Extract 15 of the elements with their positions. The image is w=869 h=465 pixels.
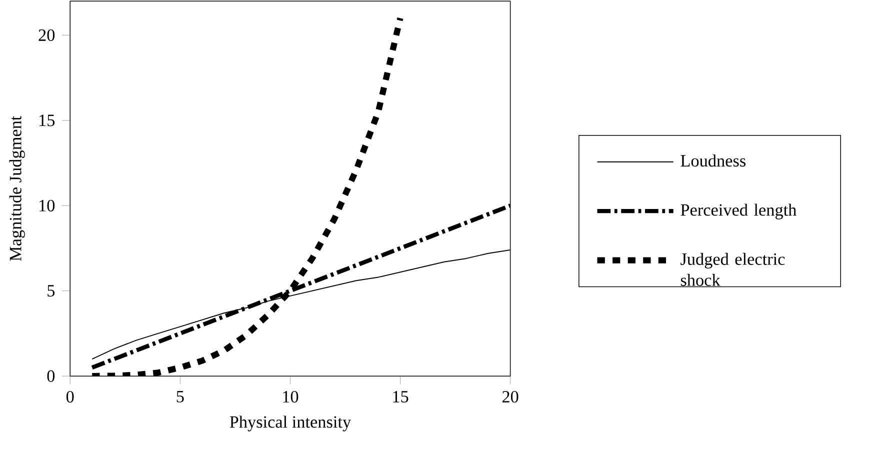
x-tick-label: 5 <box>176 390 184 402</box>
y-tick-label: 0 <box>47 370 55 382</box>
legend-label: Loudness <box>680 154 746 167</box>
y-tick-label: 20 <box>38 29 55 41</box>
x-axis-title: Physical intensity <box>230 416 352 432</box>
y-tick-label: 5 <box>48 285 55 296</box>
legend-label: Perceived length <box>680 204 796 220</box>
x-tick-label: 0 <box>66 390 74 402</box>
y-tick-label: 15 <box>40 114 55 126</box>
x-tick-label: 20 <box>502 390 518 402</box>
legend-label: Judged electric shock <box>680 252 785 286</box>
y-axis-title: Magnitude Judgment <box>9 116 25 261</box>
x-tick-label: 15 <box>393 390 408 402</box>
y-tick-label: 10 <box>40 200 55 212</box>
x-tick-label: 10 <box>283 390 298 402</box>
